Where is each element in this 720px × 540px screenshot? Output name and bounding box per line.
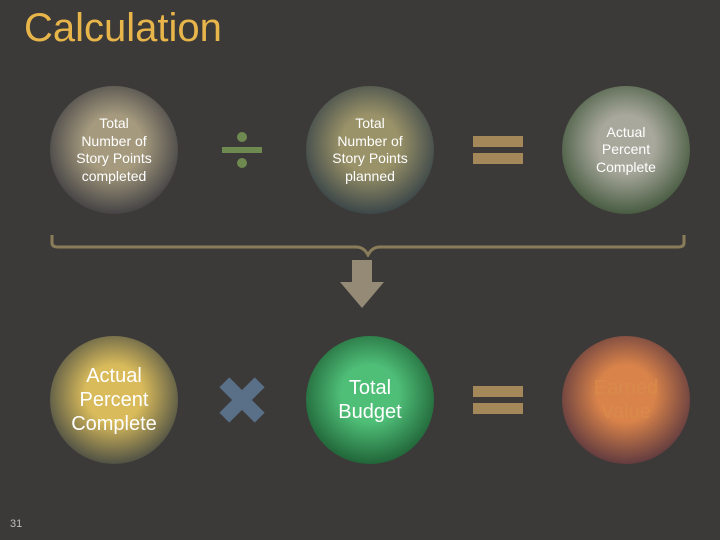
down-arrow-icon [340,260,384,314]
page-title: Calculation [24,6,222,51]
circle-completed-points: Total Number of Story Points completed [50,86,178,214]
circle-label: Earned Value [586,376,667,424]
diagram-stage: Total Number of Story Points completed T… [0,70,720,500]
circle-label: Total Number of Story Points completed [68,115,159,185]
equation-row-1: Total Number of Story Points completed T… [50,80,690,220]
equals-icon [476,378,520,422]
equation-row-2: Actual Percent Complete Total Budget Ear… [50,330,690,470]
divide-icon [220,128,264,172]
multiply-icon [220,378,264,422]
equals-icon [476,128,520,172]
slide-number: 31 [10,518,22,530]
circle-label: Total Number of Story Points planned [324,115,415,185]
circle-total-budget: Total Budget [306,336,434,464]
circle-actual-percent: Actual Percent Complete [562,86,690,214]
circle-earned-value: Earned Value [562,336,690,464]
circle-actual-percent-2: Actual Percent Complete [50,336,178,464]
brace-connector [48,235,688,255]
circle-label: Actual Percent Complete [588,124,664,177]
circle-label: Total Budget [330,376,409,424]
circle-planned-points: Total Number of Story Points planned [306,86,434,214]
circle-label: Actual Percent Complete [63,364,165,436]
